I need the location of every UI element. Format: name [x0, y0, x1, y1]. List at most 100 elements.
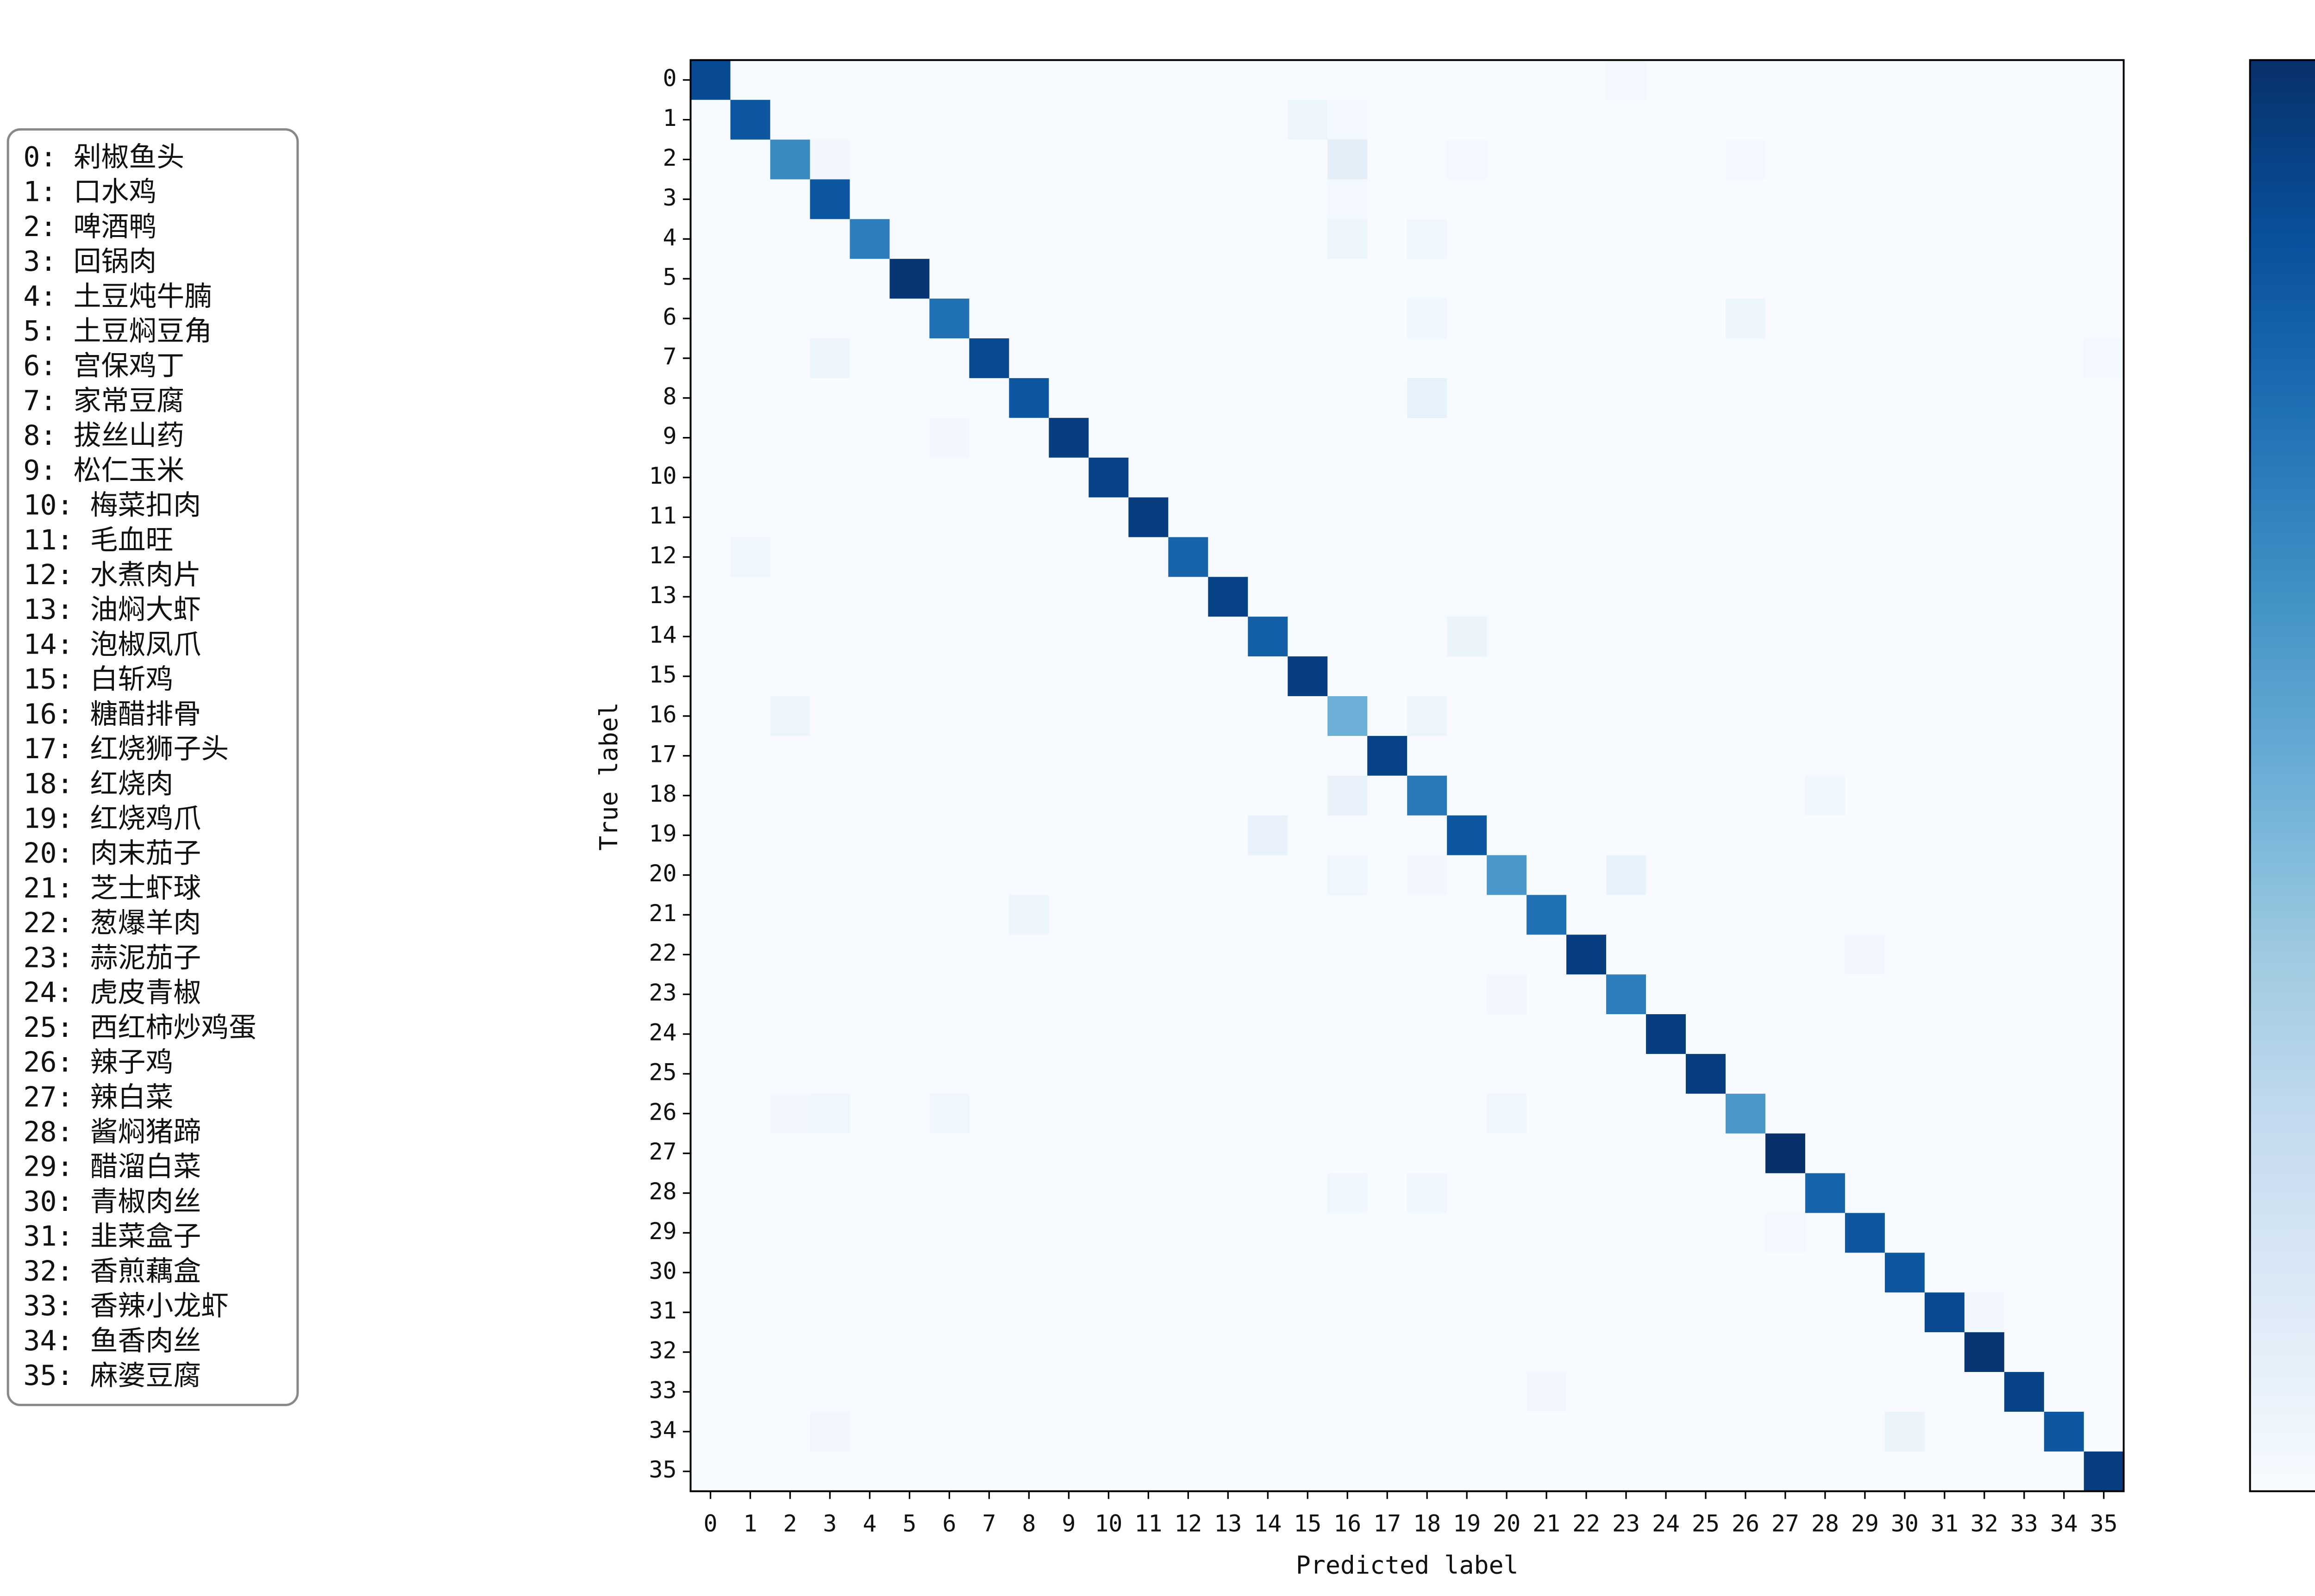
heatmap-cell: [770, 1253, 811, 1293]
y-tick-label: 11: [649, 502, 676, 529]
x-tick-label: 23: [1612, 1510, 1640, 1537]
heatmap-cell: [1527, 457, 1567, 498]
legend-entry: 15: 白斩鸡: [23, 663, 173, 696]
heatmap-cell: [1447, 179, 1488, 220]
heatmap-cell: [1288, 259, 1328, 299]
heatmap-cell: [1208, 775, 1249, 816]
heatmap-cell: [730, 1292, 771, 1333]
heatmap-cell: [929, 259, 970, 299]
heatmap-cell: [1407, 736, 1448, 777]
heatmap-cell: [690, 815, 731, 856]
heatmap-cell: [1606, 855, 1647, 896]
heatmap-cell: [1049, 1332, 1089, 1373]
heatmap-cell: [1487, 617, 1527, 657]
heatmap-cell: [770, 577, 811, 617]
heatmap-cell: [850, 1093, 890, 1135]
heatmap-cell: [1248, 855, 1289, 896]
heatmap-cell: [929, 1213, 970, 1253]
heatmap-cell: [810, 1292, 851, 1333]
heatmap-cell: [810, 1332, 851, 1373]
y-tick-label: 6: [663, 304, 677, 330]
heatmap-cell: [1327, 537, 1368, 578]
heatmap-cell: [730, 537, 771, 578]
heatmap-cell: [1725, 1372, 1766, 1413]
heatmap-cell: [1765, 259, 1806, 299]
heatmap-cell: [1805, 60, 1846, 101]
heatmap-cell: [850, 139, 890, 180]
heatmap-cell: [1805, 1292, 1846, 1333]
heatmap-cell: [1805, 1451, 1846, 1492]
heatmap-cell: [1407, 179, 1448, 220]
heatmap-cell: [1049, 1133, 1089, 1174]
heatmap-cell: [690, 338, 731, 379]
heatmap-cell: [1128, 1054, 1169, 1095]
heatmap-cell: [889, 855, 930, 896]
heatmap-cell: [2084, 299, 2125, 339]
heatmap-cell: [889, 656, 930, 697]
heatmap-cell: [1367, 1253, 1408, 1293]
heatmap-cell: [1765, 497, 1806, 538]
heatmap-cell: [1208, 617, 1249, 657]
heatmap-cell: [1566, 974, 1607, 1015]
x-tick-label: 35: [2090, 1510, 2118, 1537]
heatmap-cell: [1288, 1451, 1328, 1492]
heatmap-cell: [850, 259, 890, 299]
heatmap-cell: [690, 1451, 731, 1492]
heatmap-cell: [730, 656, 771, 697]
heatmap-cell: [1447, 577, 1488, 617]
heatmap-cell: [1327, 1093, 1368, 1135]
heatmap-cell: [1128, 497, 1169, 538]
heatmap-cell: [1049, 736, 1089, 777]
heatmap-cell: [2004, 378, 2045, 419]
heatmap-cell: [2084, 815, 2125, 856]
heatmap-cell: [1288, 139, 1328, 180]
heatmap-cell: [1646, 1332, 1687, 1373]
heatmap-cell: [1168, 1133, 1209, 1174]
y-tick-label: 22: [649, 940, 676, 966]
heatmap-cell: [1009, 418, 1050, 458]
heatmap-cell: [1089, 100, 1129, 140]
heatmap-cell: [1646, 457, 1687, 498]
heatmap-cell: [1447, 1253, 1488, 1293]
heatmap-cell: [1049, 696, 1089, 737]
heatmap-cell: [1447, 736, 1488, 777]
heatmap-cell: [1487, 1411, 1527, 1453]
heatmap-cell: [889, 338, 930, 379]
heatmap-cell: [1725, 457, 1766, 498]
heatmap-cell: [1447, 1173, 1488, 1214]
heatmap-cell: [2044, 338, 2085, 379]
heatmap-cell: [1049, 974, 1089, 1015]
heatmap-cell: [1447, 1372, 1488, 1413]
heatmap-cell: [1009, 696, 1050, 737]
heatmap-cell: [1049, 1213, 1089, 1253]
heatmap-cell: [1964, 656, 2005, 697]
heatmap-cell: [929, 1372, 970, 1413]
heatmap-cell: [810, 100, 851, 140]
heatmap-cell: [1765, 1292, 1806, 1333]
heatmap-cell: [1725, 1411, 1766, 1453]
heatmap-cell: [2084, 378, 2125, 419]
heatmap-cell: [2084, 338, 2125, 379]
heatmap-cell: [1327, 656, 1368, 697]
heatmap-cell: [2084, 935, 2125, 975]
heatmap-cell: [1288, 974, 1328, 1015]
heatmap-cell: [889, 617, 930, 657]
heatmap-cell: [1447, 1411, 1488, 1453]
heatmap-cell: [1566, 815, 1607, 856]
heatmap-cell: [1725, 1332, 1766, 1373]
heatmap-cell: [1327, 299, 1368, 339]
heatmap-cell: [1049, 1093, 1089, 1135]
heatmap-cell: [1447, 497, 1488, 538]
heatmap-cell: [1805, 1213, 1846, 1253]
heatmap-cell: [1168, 497, 1209, 538]
heatmap-cell: [1009, 259, 1050, 299]
heatmap-cell: [1128, 378, 1169, 419]
heatmap-cell: [1487, 179, 1527, 220]
heatmap-cell: [1049, 537, 1089, 578]
heatmap-cell: [850, 935, 890, 975]
heatmap-cell: [1725, 617, 1766, 657]
heatmap-cell: [1327, 1173, 1368, 1214]
heatmap-cell: [1845, 378, 1886, 419]
heatmap-cell: [2084, 139, 2125, 180]
heatmap-cell: [2044, 1332, 2085, 1373]
